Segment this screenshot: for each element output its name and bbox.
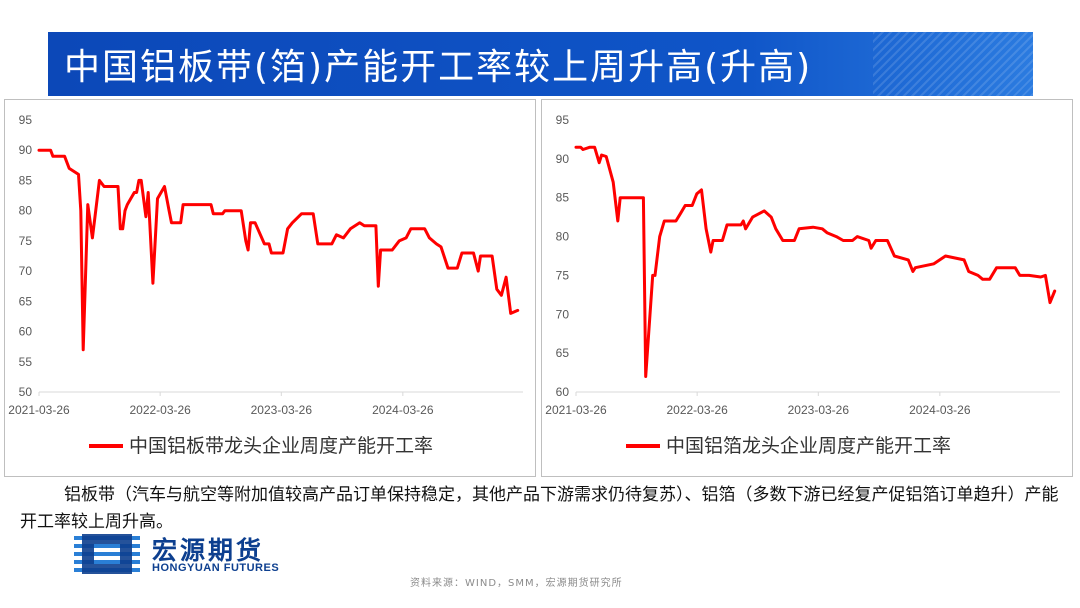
y-tick-label: 50 <box>19 385 33 399</box>
series-line <box>37 148 520 352</box>
title-banner: 中国铝板带(箔)产能开工率较上周升高(升高) <box>48 32 1033 96</box>
y-tick-label: 95 <box>19 113 33 127</box>
y-tick-label: 95 <box>556 113 570 127</box>
y-tick-label: 65 <box>19 294 33 308</box>
logo-mark-icon <box>74 534 140 574</box>
legend-label: 中国铝箔龙头企业周度产能开工率 <box>666 435 951 457</box>
y-tick-label: 70 <box>19 264 33 278</box>
x-tick-label: 2024-03-26 <box>372 403 434 417</box>
y-tick-label: 60 <box>19 325 33 339</box>
y-tick-label: 80 <box>19 204 33 218</box>
y-tick-label: 90 <box>19 143 33 157</box>
x-tick-label: 2023-03-26 <box>788 403 850 417</box>
series-line <box>574 145 1057 378</box>
y-tick-label: 75 <box>556 268 570 282</box>
y-tick-label: 90 <box>556 152 570 166</box>
chart-panel-aluminum-plate: 50 55 60 65 70 75 80 85 90 95 2021-03-26 2022-03-26… <box>4 99 536 477</box>
x-tick-label: 2022-03-26 <box>666 403 728 417</box>
y-tick-label: 85 <box>556 191 570 205</box>
page-title: 中国铝板带(箔)产能开工率较上周升高(升高) <box>64 47 813 88</box>
logo-chinese-name: 宏源期货 <box>152 536 265 565</box>
chart-aluminum-foil: 60 65 70 75 80 85 90 95 2021-03-26 2022-03-26 2023… <box>545 113 1060 457</box>
title-stripes-decoration <box>873 32 1033 96</box>
y-tick-label: 75 <box>19 234 33 248</box>
x-tick-label: 2024-03-26 <box>909 403 971 417</box>
logo-english-name: HONGYUAN FUTURES <box>152 562 280 574</box>
y-tick-label: 80 <box>556 230 570 244</box>
y-tick-label: 60 <box>556 385 570 399</box>
x-tick-label: 2021-03-26 <box>8 403 70 417</box>
data-source-note: 资料来源：WIND，SMM，宏源期货研究所 <box>410 578 623 589</box>
chart-aluminum-plate-strip: 50 55 60 65 70 75 80 85 90 95 2021-03-26 2022-03-26… <box>8 113 523 457</box>
legend-label: 中国铝板带龙头企业周度产能开工率 <box>129 435 433 457</box>
commentary-text: 铝板带（汽车与航空等附加值较高产品订单保持稳定，其他产品下游需求仍待复苏）、铝箔… <box>20 485 1059 532</box>
company-logo: 宏源期货 HONGYUAN FUTURES <box>72 530 312 576</box>
y-tick-label: 65 <box>556 346 570 360</box>
y-tick-label: 85 <box>19 173 33 187</box>
x-tick-label: 2022-03-26 <box>129 403 191 417</box>
y-tick-label: 55 <box>19 355 33 369</box>
x-tick-label: 2023-03-26 <box>251 403 313 417</box>
x-tick-label: 2021-03-26 <box>545 403 607 417</box>
y-tick-label: 70 <box>556 307 570 321</box>
chart-panel-aluminum-foil: 60 65 70 75 80 85 90 95 2021-03-26 2022-03-26 2023… <box>541 99 1073 477</box>
